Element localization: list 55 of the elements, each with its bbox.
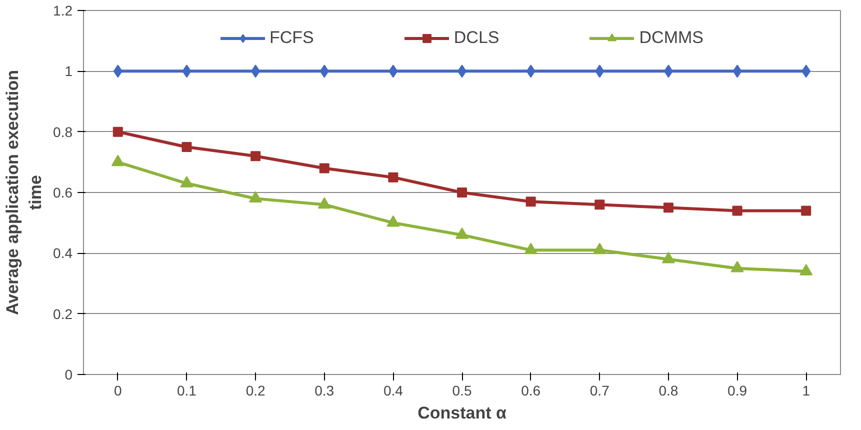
point	[251, 64, 260, 78]
x-tick-label: 0.1	[176, 382, 197, 398]
point	[320, 64, 329, 78]
point	[457, 188, 467, 198]
point	[595, 64, 604, 78]
y-tick-label: 0.6	[53, 184, 73, 200]
point	[664, 64, 673, 78]
point	[388, 172, 398, 182]
point	[386, 215, 400, 227]
point	[113, 64, 122, 78]
legend-label: DCMMS	[639, 28, 704, 48]
y-tick-label: 0.2	[53, 306, 73, 322]
point	[526, 64, 536, 78]
point	[732, 206, 742, 216]
point	[801, 206, 812, 216]
x-tick-label: 0	[114, 382, 122, 398]
x-tick-label: 0.2	[246, 382, 266, 398]
x-tick-label: 0.3	[314, 382, 334, 398]
point	[250, 151, 261, 162]
point	[112, 126, 123, 137]
legend-label: FCFS	[270, 28, 314, 48]
y-tick-label: 0.4	[53, 245, 73, 262]
y-tick-label: 1	[64, 63, 73, 80]
point	[249, 191, 262, 203]
point	[111, 154, 124, 166]
y-axis-title: Average application execution time	[3, 70, 46, 315]
point	[319, 163, 330, 174]
x-axis-title: Constant α	[418, 404, 507, 422]
x-tick-label: 0.8	[658, 382, 678, 398]
point	[732, 64, 742, 78]
point	[593, 242, 606, 254]
point	[524, 242, 538, 254]
y-tick-label: 1.2	[53, 2, 73, 18]
point	[526, 196, 536, 207]
x-tick-label: 0.5	[452, 382, 472, 398]
point	[662, 252, 675, 264]
y-tick-label: 0	[64, 366, 73, 382]
x-tick-label: 1	[802, 382, 810, 398]
point	[318, 197, 331, 209]
point	[802, 64, 811, 78]
point	[663, 202, 674, 213]
point	[456, 228, 468, 239]
point	[800, 264, 813, 276]
x-tick-label: 0.7	[590, 382, 610, 398]
x-tick-label: 0.9	[728, 382, 748, 398]
point	[182, 142, 192, 152]
point	[730, 260, 744, 272]
point	[594, 200, 605, 210]
point	[388, 64, 398, 78]
x-tick-label: 0.4	[383, 382, 404, 398]
legend-label: DCLS	[454, 28, 500, 48]
point	[180, 176, 194, 188]
x-tick-label: 0.6	[521, 382, 541, 398]
point	[182, 64, 192, 78]
y-tick-label: 0.8	[53, 124, 73, 140]
